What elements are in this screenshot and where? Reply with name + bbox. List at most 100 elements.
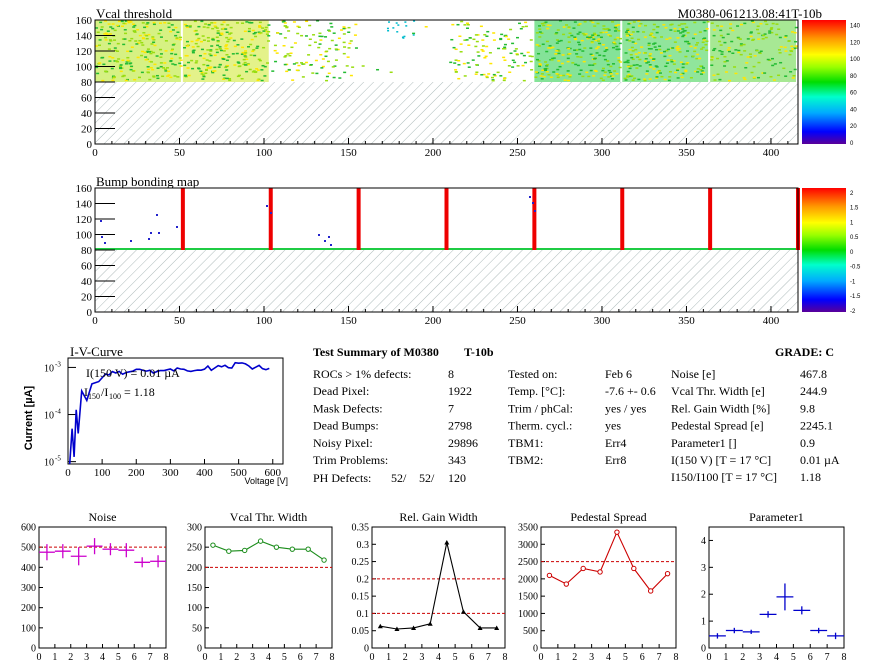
x-tick-label: 5 (623, 652, 628, 663)
pixel-cell (101, 57, 104, 59)
bump-defect (330, 244, 332, 246)
pixel-cell (525, 26, 528, 28)
pixel-cell (95, 45, 98, 47)
pixel-cell (568, 26, 571, 28)
pixel-cell (612, 47, 615, 49)
pixel-cell (187, 67, 190, 69)
pixel-cell (757, 26, 760, 28)
pixel-cell (298, 27, 301, 29)
pixel-cell (645, 62, 648, 64)
y-tick-label: 3500 (518, 523, 538, 534)
pixel-cell (244, 31, 247, 33)
pixel-cell (151, 38, 154, 40)
pixel-cell (249, 44, 252, 46)
pixel-cell (132, 26, 135, 28)
pixel-cell (129, 51, 132, 53)
pixel-cell (390, 72, 393, 74)
pixel-cell (201, 49, 204, 51)
pixel-cell (536, 44, 539, 46)
y-tick-label: 140 (76, 199, 93, 211)
pixel-cell (665, 38, 668, 40)
pixel-cell (480, 49, 483, 51)
pixel-cell (146, 22, 149, 24)
pixel-cell (126, 60, 129, 62)
pixel-cell (107, 30, 110, 32)
pixel-cell (324, 36, 327, 38)
summary-tag: T-10b (464, 345, 494, 359)
y-tick-label: 3000 (518, 540, 538, 551)
x-tick-label: 8 (330, 652, 335, 663)
pixel-cell (712, 75, 715, 77)
pixel-cell (575, 53, 578, 55)
pixel-cell (168, 27, 171, 29)
pixel-cell (98, 45, 101, 47)
pixel-cell (700, 73, 703, 75)
pixel-cell (604, 71, 607, 73)
y-tick-label: 1500 (518, 592, 538, 603)
pixel-cell (108, 56, 111, 58)
pixel-cell (343, 28, 346, 30)
pixel-cell (653, 24, 656, 26)
pixel-cell (710, 59, 713, 61)
pixel-cell (577, 65, 580, 67)
pixel-cell (208, 24, 211, 26)
pixel-cell (770, 28, 773, 30)
pixel-cell (274, 50, 277, 52)
pixel-cell (676, 37, 679, 39)
y-tick-label: 40 (81, 108, 93, 120)
pixel-cell (130, 69, 133, 71)
pixel-cell (702, 72, 705, 74)
x-tick-label: 5 (282, 652, 287, 663)
pixel-cell (545, 21, 548, 23)
pixel-cell (196, 39, 199, 41)
pixel-cell (203, 58, 206, 60)
pixel-cell (697, 68, 700, 70)
pixel-cell (343, 72, 346, 74)
iv-y-tick-label: 10 (44, 458, 54, 469)
pixel-cell (534, 76, 537, 78)
pixel-cell (740, 43, 743, 45)
pixel-cell (702, 41, 705, 43)
pixel-cell (217, 41, 220, 43)
pixel-cell (213, 22, 216, 24)
bump-defect (176, 226, 178, 228)
pixel-cell (346, 65, 349, 67)
y-tick-label: 0.1 (357, 609, 370, 620)
pixel-cell (186, 55, 189, 57)
pixel-cell (223, 21, 226, 23)
pixel-cell (656, 26, 659, 28)
pixel-cell (669, 24, 672, 26)
pixel-cell (613, 70, 616, 72)
test-summary-canvas: Vcal threshold M0380-061213.08:41T-10b 0… (0, 0, 896, 672)
pixel-cell (649, 66, 652, 68)
pixel-cell (598, 43, 601, 45)
pixel-cell (643, 78, 646, 80)
pixel-cell (538, 25, 541, 27)
summary-label: Noise [e] (671, 367, 715, 381)
pixel-cell (753, 66, 756, 68)
pixel-cell (705, 50, 708, 52)
pixel-cell (591, 34, 594, 36)
scale-tick-label: 0.5 (850, 235, 859, 241)
x-tick-label: 7 (314, 652, 319, 663)
pixel-cell (326, 76, 329, 78)
pixel-cell (625, 79, 628, 81)
pixel-cell (609, 66, 612, 68)
pixel-cell (530, 61, 533, 63)
pixel-cell (690, 77, 693, 79)
pixel-cell (629, 49, 632, 51)
pixel-cell (276, 32, 279, 34)
pixel-cell (549, 25, 552, 27)
x-tick-label: 6 (132, 652, 137, 663)
pixel-cell (350, 75, 353, 77)
pixel-cell (652, 58, 655, 60)
pixel-cell (679, 32, 682, 34)
iv-x-tick-label: 500 (230, 467, 247, 479)
pixel-cell (682, 67, 685, 69)
pixel-cell (547, 74, 550, 76)
summary-value: 0.9 (800, 436, 815, 450)
pixel-cell (354, 24, 357, 26)
pixel-cell (169, 77, 172, 79)
pixel-cell (485, 46, 488, 48)
pixel-cell (659, 72, 662, 74)
